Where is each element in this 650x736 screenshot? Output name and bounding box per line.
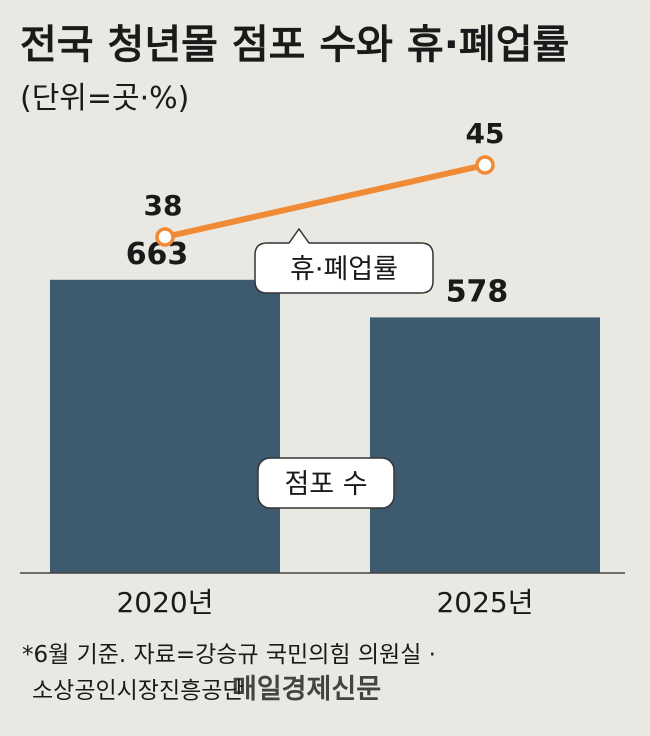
bar-2020년 <box>50 279 280 573</box>
bar-series-callout-box <box>257 457 395 509</box>
bar-series-name: 점포 수 <box>284 469 367 500</box>
bar-value-label: 663 <box>126 237 189 272</box>
bar-value-label: 578 <box>446 274 509 309</box>
x-tick-label: 2020년 <box>116 586 213 619</box>
line-point <box>155 227 175 247</box>
footnote-line2: 소상공인시장진흥공단 <box>32 678 244 704</box>
footnote-line1: *6월 기준. 자료=강승규 국민의힘 의원실 · <box>22 642 436 668</box>
line-value-label: 45 <box>466 117 505 150</box>
chart-subtitle: (단위=곳·%) <box>20 81 189 116</box>
line-series-callout-box <box>254 227 434 294</box>
line-point <box>475 155 495 175</box>
line-series-name: 휴·폐업률 <box>290 254 398 285</box>
chart-title: 전국 청년몰 점포 수와 휴·폐업률 <box>20 22 569 68</box>
x-tick-label: 2025년 <box>436 586 533 619</box>
chart-text: 전국 청년몰 점포 수와 휴·폐업률 (단위=곳·%) *6월 기준. 자료=강… <box>20 22 569 705</box>
line-series-path <box>162 162 488 240</box>
bar-2025년 <box>370 317 600 573</box>
line-value-label: 38 <box>144 189 183 222</box>
watermark-text: 매일경제신문 <box>232 674 381 705</box>
